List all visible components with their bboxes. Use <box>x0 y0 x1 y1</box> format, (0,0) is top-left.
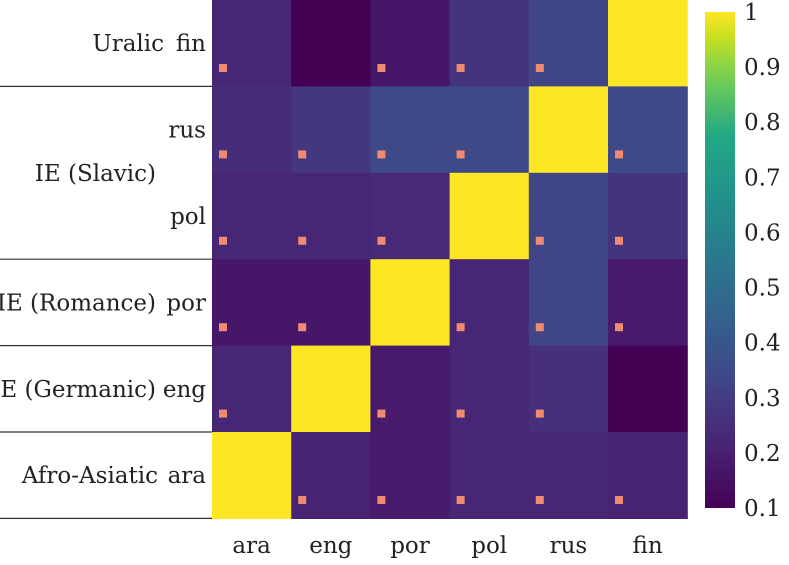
marker-por-eng <box>298 323 307 332</box>
heatmap-cells <box>212 0 688 519</box>
cell-fin-rus <box>528 0 609 87</box>
colorbar-tick-3: 0.4 <box>744 331 781 357</box>
marker-por-fin <box>615 323 623 332</box>
cell-rus-por <box>370 86 451 174</box>
colorbar-tick-5: 0.6 <box>744 220 781 246</box>
marker-pol-rus <box>535 236 544 245</box>
cell-por-por <box>370 259 451 347</box>
colorbar-tick-1: 0.2 <box>744 441 781 467</box>
cell-eng-rus <box>528 345 609 433</box>
col-label-eng: eng <box>309 533 352 559</box>
marker-ara-pol <box>456 496 465 504</box>
cell-rus-pol <box>449 86 530 174</box>
cell-pol-pol <box>449 172 530 260</box>
marker-ara-fin <box>615 496 623 504</box>
marker-ara-rus <box>535 496 544 504</box>
cell-rus-eng <box>291 86 371 174</box>
marker-rus-fin <box>615 150 623 159</box>
row-label-rus: rus <box>168 118 206 144</box>
colorbar-tick-2: 0.3 <box>744 386 781 412</box>
marker-rus-por <box>377 150 386 159</box>
cell-pol-eng <box>291 172 371 260</box>
marker-ara-por <box>377 496 386 504</box>
cell-ara-fin <box>608 432 688 519</box>
colorbar-tick-9: 1 <box>744 0 759 26</box>
marker-rus-ara <box>219 150 227 159</box>
cell-eng-por <box>370 345 451 433</box>
marker-eng-rus <box>535 409 544 418</box>
marker-pol-ara <box>219 236 227 245</box>
cell-ara-ara <box>212 432 292 519</box>
column-labels: ara eng por pol rus fin <box>232 533 662 559</box>
cell-ara-pol <box>449 432 530 519</box>
col-label-rus: rus <box>550 533 588 559</box>
colorbar-gradient <box>705 12 735 508</box>
col-label-fin: fin <box>633 533 663 559</box>
marker-pol-fin <box>615 236 623 245</box>
row-label-fin: fin <box>176 31 206 57</box>
cell-eng-ara <box>212 345 292 433</box>
cell-fin-por <box>370 0 451 87</box>
cell-rus-rus <box>528 86 609 174</box>
marker-eng-pol <box>456 409 465 418</box>
group-label-2: IE (Romance) <box>0 290 156 316</box>
cell-pol-rus <box>528 172 609 260</box>
cell-fin-eng <box>291 0 371 87</box>
cell-pol-fin <box>608 172 688 260</box>
group-labels: Uralic IE (Slavic) IE (Romance) IE (Germani… <box>0 31 212 520</box>
marker-eng-por <box>377 409 386 418</box>
marker-fin-pol <box>456 64 465 72</box>
marker-rus-pol <box>456 150 465 159</box>
colorbar-tick-8: 0.9 <box>744 55 781 81</box>
marker-pol-eng <box>298 236 307 245</box>
group-label-4: Afro-Asiatic <box>21 463 158 489</box>
cell-rus-ara <box>212 86 292 174</box>
marker-por-pol <box>456 323 465 332</box>
row-label-por: por <box>166 290 206 316</box>
cell-eng-fin <box>608 345 688 433</box>
col-label-pol: pol <box>471 533 507 559</box>
cell-por-fin <box>608 259 688 347</box>
cell-por-ara <box>212 259 292 347</box>
colorbar-tick-7: 0.8 <box>744 110 781 136</box>
group-label-0: Uralic <box>92 31 164 57</box>
row-label-eng: eng <box>163 377 206 403</box>
colorbar-tick-0: 0.1 <box>744 496 781 522</box>
cell-pol-ara <box>212 172 292 260</box>
significance-markers <box>219 64 623 504</box>
cell-fin-pol <box>449 0 530 87</box>
marker-ara-eng <box>298 496 307 504</box>
marker-eng-ara <box>219 409 227 418</box>
cell-ara-eng <box>291 432 371 519</box>
row-label-ara: ara <box>168 463 207 489</box>
group-label-3: IE (Germanic) <box>0 377 156 403</box>
row-label-pol: pol <box>170 204 206 230</box>
cell-ara-por <box>370 432 451 519</box>
col-label-ara: ara <box>232 533 271 559</box>
colorbar: 0.1 0.2 0.3 0.4 0.5 0.6 0.7 0.8 0.9 1 <box>705 0 781 522</box>
cell-eng-eng <box>291 345 371 433</box>
marker-pol-por <box>377 236 386 245</box>
group-label-1: IE (Slavic) <box>35 161 156 187</box>
cell-por-eng <box>291 259 371 347</box>
col-label-por: por <box>390 533 430 559</box>
marker-fin-por <box>377 64 386 72</box>
cell-pol-por <box>370 172 451 260</box>
cell-por-rus <box>528 259 609 347</box>
colorbar-tick-6: 0.7 <box>744 165 781 191</box>
cell-fin-fin <box>608 0 688 87</box>
marker-por-ara <box>219 323 227 332</box>
marker-fin-ara <box>219 64 227 72</box>
cell-por-pol <box>449 259 530 347</box>
cell-eng-pol <box>449 345 530 433</box>
cell-ara-rus <box>528 432 609 519</box>
cell-fin-ara <box>212 0 292 87</box>
marker-por-rus <box>535 323 544 332</box>
cell-rus-fin <box>608 86 688 174</box>
marker-rus-eng <box>298 150 307 159</box>
colorbar-tick-4: 0.5 <box>744 276 781 302</box>
row-labels: fin rus pol por eng ara <box>163 31 206 489</box>
marker-fin-rus <box>535 64 544 72</box>
